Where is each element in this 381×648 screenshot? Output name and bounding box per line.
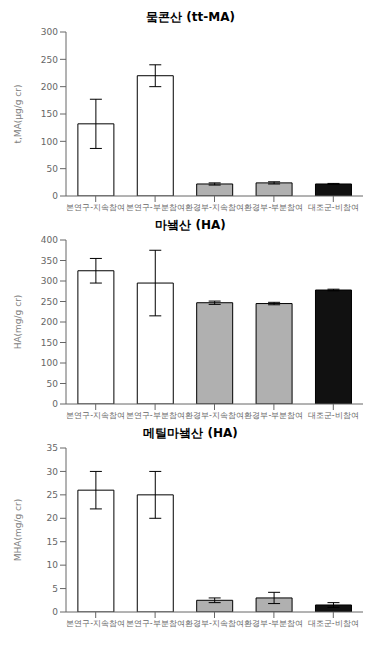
svg-text:100: 100: [41, 137, 58, 147]
svg-text:MHA(mg/g cr): MHA(mg/g cr): [13, 499, 23, 561]
svg-text:350: 350: [41, 256, 58, 266]
svg-text:본연구-지속참여: 본연구-지속참여: [66, 203, 125, 212]
svg-text:대조군-비참여: 대조군-비참여: [308, 619, 359, 628]
svg-text:250: 250: [41, 55, 58, 65]
svg-text:25: 25: [47, 490, 58, 500]
svg-text:t,MA(μg/g cr): t,MA(μg/g cr): [13, 84, 23, 143]
svg-text:250: 250: [41, 297, 58, 307]
svg-text:200: 200: [41, 82, 58, 92]
svg-text:HA(mg/g cr): HA(mg/g cr): [13, 295, 23, 350]
svg-text:5: 5: [52, 584, 58, 594]
svg-text:50: 50: [47, 164, 59, 174]
svg-text:본연구-지속참여: 본연구-지속참여: [66, 411, 125, 420]
svg-text:본연구-부분참여: 본연구-부분참여: [126, 411, 185, 420]
svg-text:10: 10: [47, 560, 59, 570]
svg-text:본연구-지속참여: 본연구-지속참여: [66, 619, 125, 628]
svg-text:30: 30: [47, 467, 59, 477]
svg-text:50: 50: [47, 379, 59, 389]
svg-text:20: 20: [47, 513, 59, 523]
svg-text:본연구-부분참여: 본연구-부분참여: [126, 619, 185, 628]
svg-text:150: 150: [41, 338, 58, 348]
svg-text:15: 15: [47, 537, 58, 547]
svg-text:150: 150: [41, 109, 58, 119]
svg-text:환경부-지속참여: 환경부-지속참여: [185, 411, 244, 420]
svg-text:본연구-부분참여: 본연구-부분참여: [126, 203, 185, 212]
html-text:메틸마뇈산 (HA): 메틸마뇈산 (HA): [143, 426, 238, 440]
svg-text:0: 0: [52, 191, 58, 201]
svg-text:환경부-지속참여: 환경부-지속참여: [185, 619, 244, 628]
svg-text:대조군-비참여: 대조군-비참여: [308, 203, 359, 212]
svg-text:35: 35: [47, 443, 58, 453]
svg-text:환경부-부분참여: 환경부-부분참여: [244, 619, 303, 628]
svg-text:300: 300: [41, 276, 58, 286]
svg-text:200: 200: [41, 317, 58, 327]
svg-text:환경부-부분참여: 환경부-부분참여: [244, 411, 303, 420]
svg-text:300: 300: [41, 27, 58, 37]
svg-text:환경부-지속참여: 환경부-지속참여: [185, 203, 244, 212]
html-text:뭌콘산 (tt-MA): 뭌콘산 (tt-MA): [146, 10, 235, 24]
svg-text:대조군-비참여: 대조군-비참여: [308, 411, 359, 420]
svg-text:100: 100: [41, 358, 58, 368]
svg-text:환경부-부분참여: 환경부-부분참여: [244, 203, 303, 212]
html-text:마뇈산 (HA): 마뇈산 (HA): [155, 218, 226, 232]
svg-text:0: 0: [52, 399, 58, 409]
svg-text:400: 400: [41, 235, 58, 245]
svg-text:0: 0: [52, 607, 58, 617]
